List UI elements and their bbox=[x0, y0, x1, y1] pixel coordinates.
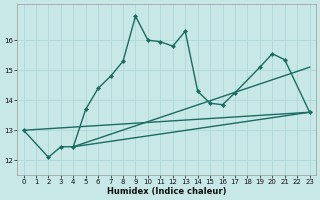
X-axis label: Humidex (Indice chaleur): Humidex (Indice chaleur) bbox=[107, 187, 226, 196]
